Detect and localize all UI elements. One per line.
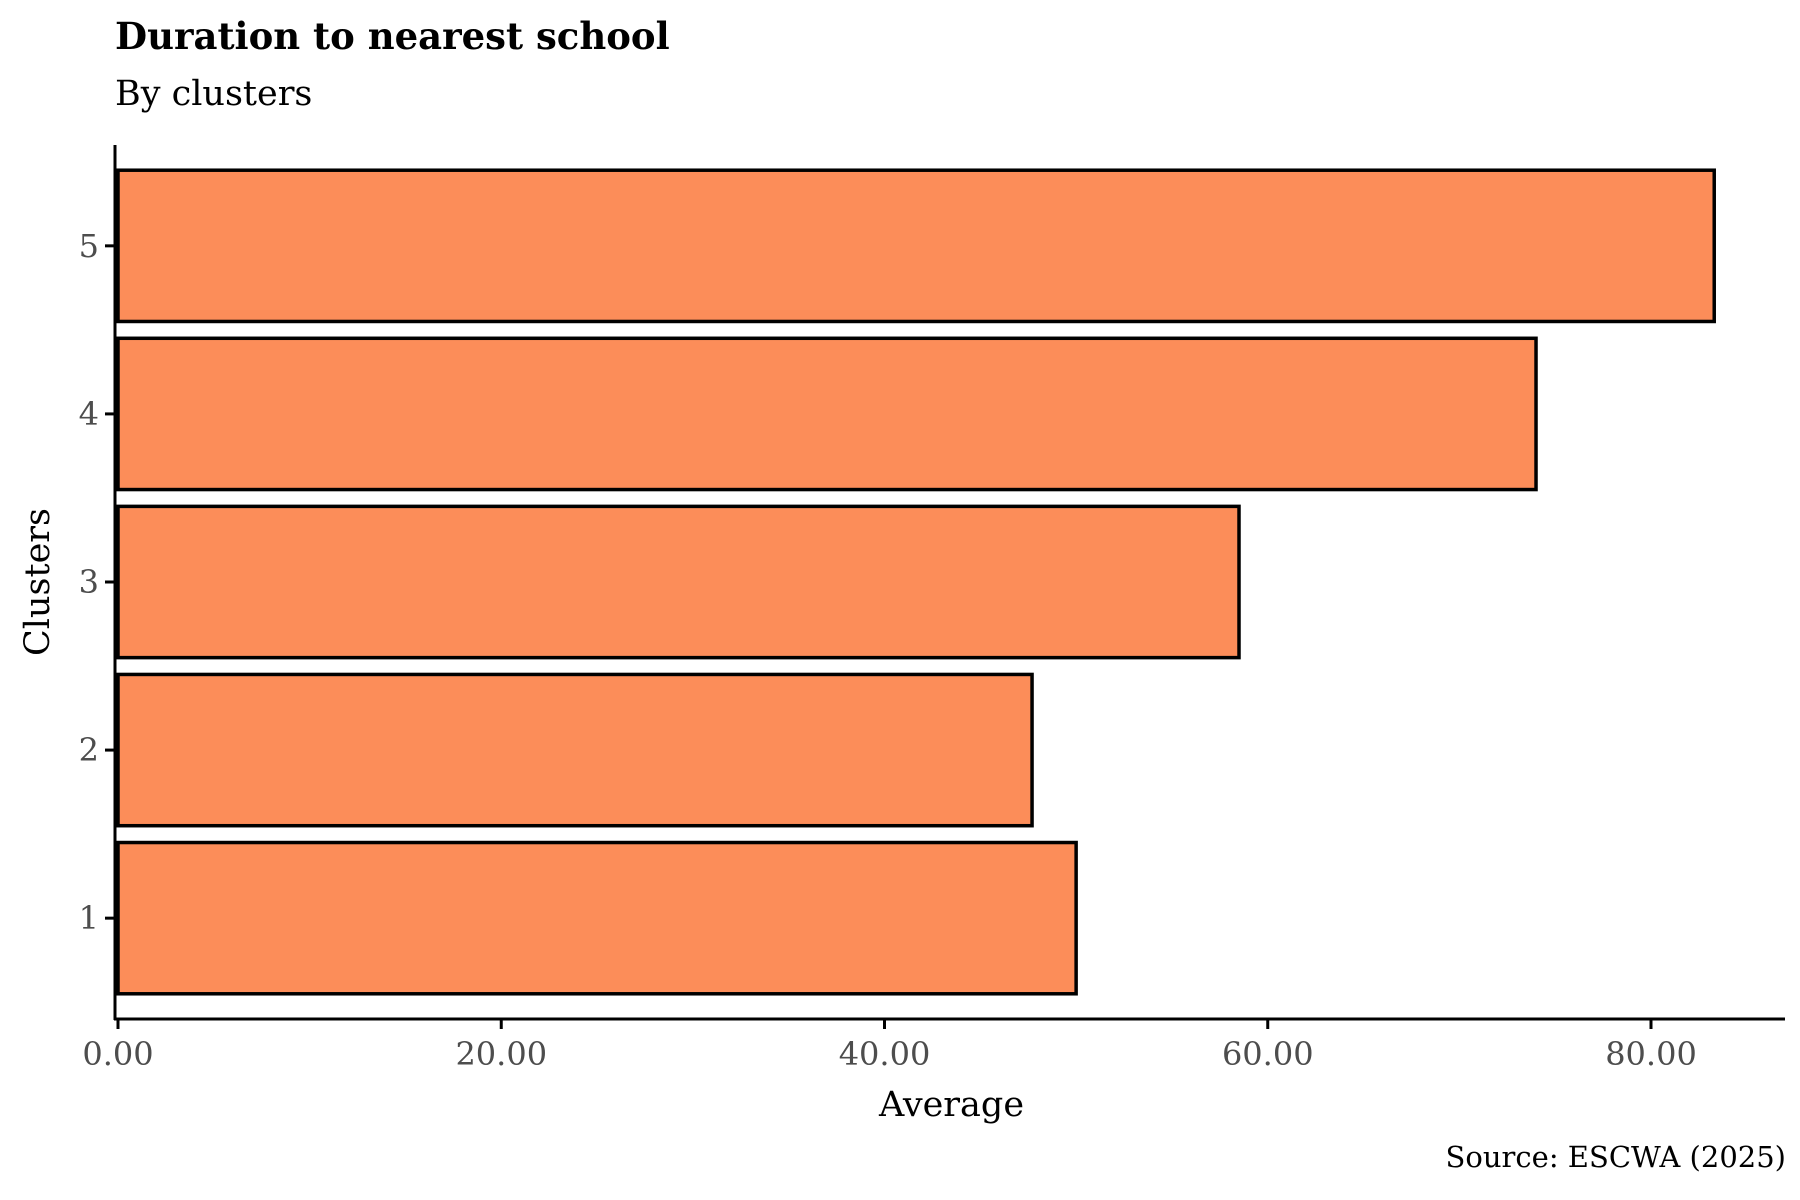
x-tick-label: 60.00 [1222, 1035, 1314, 1073]
y-axis-ticks: 1 2 3 4 5 [79, 227, 115, 937]
chart-subtitle: By clusters [115, 74, 313, 114]
bar-cluster-3 [116, 504, 1241, 660]
bars-group [116, 168, 1716, 996]
bar-cluster-4 [116, 336, 1538, 492]
bar-cluster-1 [116, 840, 1078, 996]
x-axis-title: Average [878, 1085, 1024, 1125]
y-tick-label: 5 [79, 227, 99, 265]
y-axis-title: Clusters [18, 508, 58, 656]
y-tick-label: 3 [79, 563, 99, 601]
x-tick-label: 40.00 [839, 1035, 931, 1073]
y-tick-label: 2 [79, 731, 99, 769]
y-tick-label: 4 [79, 395, 99, 433]
bar-cluster-2 [116, 672, 1034, 828]
x-axis-ticks: 0.00 20.00 40.00 60.00 80.00 [82, 1019, 1697, 1073]
x-tick-label: 80.00 [1605, 1035, 1697, 1073]
chart-title: Duration to nearest school [115, 14, 670, 58]
y-tick-label: 1 [79, 899, 99, 937]
x-tick-label: 20.00 [455, 1035, 547, 1073]
x-tick-label: 0.00 [82, 1035, 153, 1073]
chart-source: Source: ESCWA (2025) [1445, 1140, 1786, 1174]
bar-cluster-5 [116, 168, 1716, 324]
